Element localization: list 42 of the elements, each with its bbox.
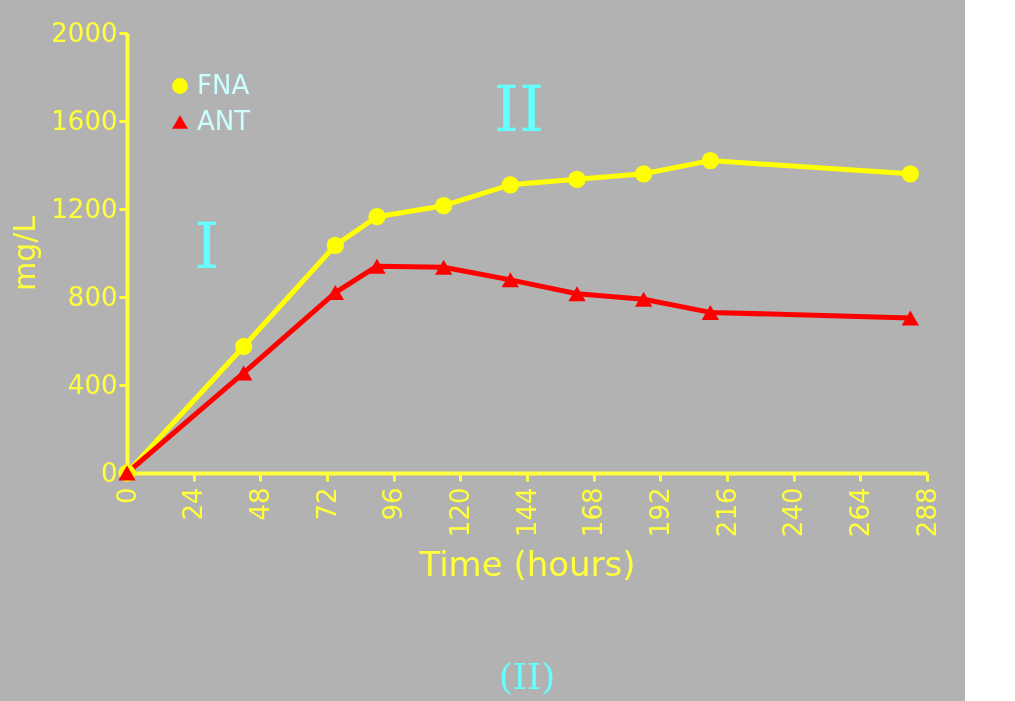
point <box>901 310 919 326</box>
y-tick-label: 0 <box>100 457 118 488</box>
x-tick-label: 24 <box>178 487 209 521</box>
y-tick-label: 1600 <box>51 105 118 136</box>
y-tick-label: 2000 <box>51 17 118 48</box>
x-tick-label: 192 <box>644 487 675 538</box>
point <box>635 291 653 307</box>
x-tick-label: 288 <box>911 487 942 538</box>
x-tick-label: 120 <box>444 487 475 538</box>
point <box>501 272 519 288</box>
point <box>368 208 386 226</box>
point <box>568 286 586 302</box>
x-tick-label: 216 <box>711 487 742 538</box>
text: (II) <box>498 656 556 697</box>
x-tick-label: 72 <box>311 487 342 521</box>
point <box>635 165 653 183</box>
x-axis-title: Time (hours) <box>418 544 636 585</box>
point <box>435 197 453 215</box>
point <box>326 236 344 254</box>
annotation: II <box>493 72 545 147</box>
point <box>701 151 719 170</box>
y-tick-label: 1200 <box>51 193 118 224</box>
point <box>701 304 719 320</box>
x-tick-label: 240 <box>778 487 809 538</box>
x-tick-label: 48 <box>244 487 275 521</box>
legend-label: ANT <box>197 106 251 136</box>
y-tick-label: 800 <box>67 281 118 312</box>
point <box>568 170 586 188</box>
y-tick-label: 400 <box>67 369 118 400</box>
x-tick-label: 0 <box>111 487 142 505</box>
point <box>901 165 919 183</box>
x-tick-label: 144 <box>511 487 542 538</box>
x-tick-label: 96 <box>378 487 409 521</box>
x-tick-label: 168 <box>578 487 609 538</box>
point <box>235 337 253 356</box>
point <box>435 259 453 275</box>
y-axis-title: mg/L <box>7 215 43 292</box>
point <box>368 258 386 274</box>
x-tick-label: 264 <box>844 487 875 538</box>
legend-label: FNA <box>197 70 250 100</box>
point <box>501 176 519 194</box>
annotation: I <box>194 208 220 283</box>
